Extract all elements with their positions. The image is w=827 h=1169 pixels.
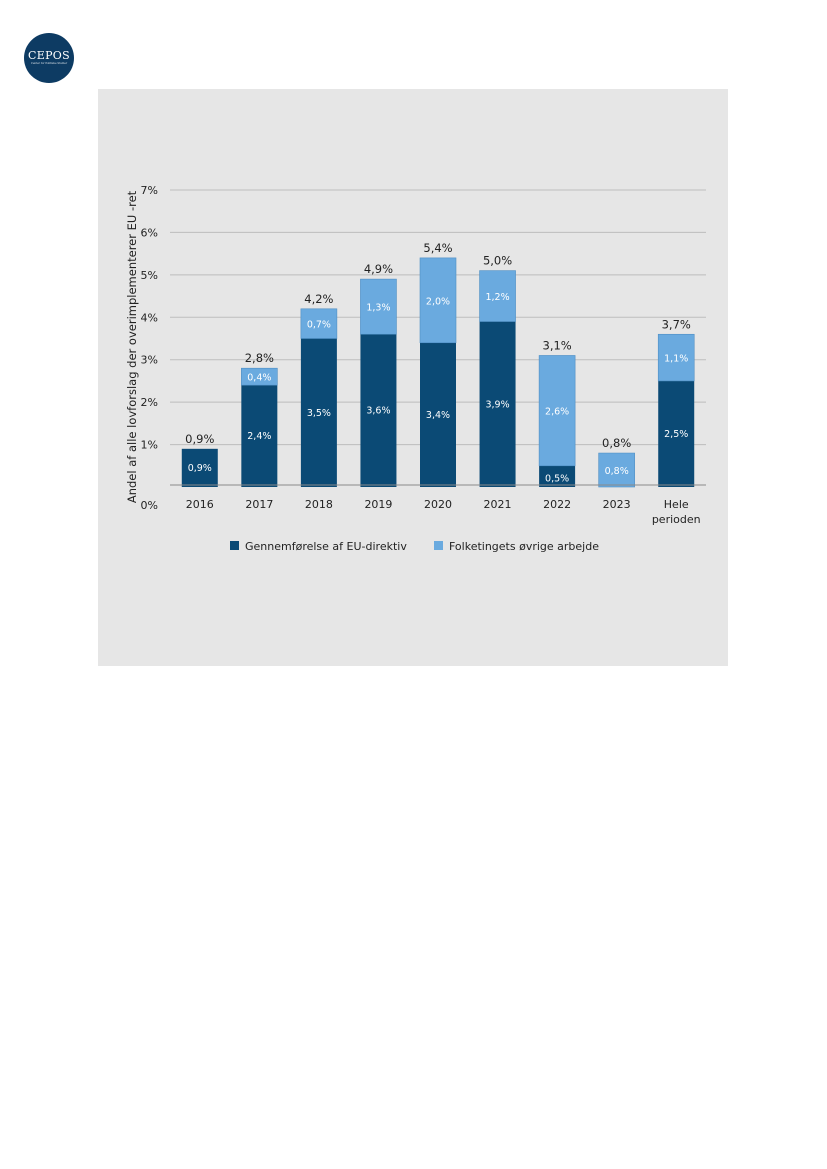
bar-segment-other-work bbox=[479, 270, 516, 322]
bar-segment-eu-directive bbox=[420, 342, 456, 487]
bar-segment-eu-directive bbox=[360, 334, 397, 487]
y-tick-label: 7% bbox=[141, 184, 158, 197]
data-label-eu-directive: 3,5% bbox=[307, 408, 331, 419]
total-label: 5,4% bbox=[423, 241, 452, 255]
data-label-other-work: 0,4% bbox=[247, 373, 271, 384]
bar-segment-eu-directive bbox=[241, 385, 278, 487]
data-label-eu-directive: 3,6% bbox=[366, 406, 390, 417]
bar-segment-eu-directive bbox=[658, 380, 695, 487]
cepos-logo: CEPOS Center for Politiske Studier bbox=[24, 33, 74, 83]
y-tick-label: 2% bbox=[141, 396, 158, 409]
legend-swatch-eu-directive bbox=[230, 541, 239, 550]
x-tick-label: Hele bbox=[664, 498, 689, 511]
y-tick-label: 5% bbox=[141, 269, 158, 282]
total-label: 0,9% bbox=[185, 432, 214, 446]
total-label: 3,7% bbox=[662, 317, 691, 331]
bar-segment-eu-directive bbox=[181, 448, 218, 487]
bar-segment-other-work bbox=[538, 355, 576, 467]
data-label-other-work: 1,2% bbox=[485, 292, 509, 303]
bar-segment-eu-directive bbox=[479, 321, 516, 487]
total-label: 5,0% bbox=[483, 254, 512, 268]
total-label: 4,9% bbox=[364, 262, 393, 276]
legend-label-eu-directive: Gennemførelse af EU-direktiv bbox=[245, 540, 407, 553]
bar-segment-other-work bbox=[300, 308, 338, 339]
x-tick-label: 2022 bbox=[543, 498, 571, 511]
bar-segment-other-work bbox=[657, 333, 695, 382]
data-label-other-work: 1,3% bbox=[366, 303, 390, 314]
bar-segment-other-work bbox=[241, 367, 278, 386]
data-label-other-work: 0,7% bbox=[307, 320, 331, 331]
legend-label-other-work: Folketingets øvrige arbejde bbox=[449, 540, 599, 553]
bar-segment-eu-directive bbox=[539, 465, 576, 487]
x-tick-label: 2016 bbox=[186, 498, 214, 511]
x-tick-label: 2019 bbox=[364, 498, 392, 511]
data-label-eu-directive: 2,5% bbox=[664, 429, 688, 440]
total-label: 0,8% bbox=[602, 436, 631, 450]
data-label-eu-directive: 0,9% bbox=[188, 463, 212, 474]
y-tick-label: 4% bbox=[141, 311, 158, 324]
data-label-other-work: 2,6% bbox=[545, 407, 569, 418]
data-label-eu-directive: 0,5% bbox=[545, 473, 569, 484]
x-tick-label: 2023 bbox=[603, 498, 631, 511]
bar-segment-eu-directive bbox=[300, 338, 337, 487]
y-axis-label: Andel af alle lovforslag der overimpleme… bbox=[125, 190, 139, 503]
y-tick-label: 3% bbox=[141, 354, 158, 367]
y-tick-label: 1% bbox=[141, 439, 158, 452]
total-label: 4,2% bbox=[304, 292, 333, 306]
x-tick-label: 2021 bbox=[484, 498, 512, 511]
legend-swatch-other-work bbox=[434, 541, 443, 550]
data-label-other-work: 1,1% bbox=[664, 354, 688, 365]
x-tick-label: perioden bbox=[652, 513, 701, 526]
stacked-bar-chart: 0% 1% 2% 3% 4% 5% 6% 7% 0,9% 0,9% 2016 2,4% 0,4% 2,8%… bbox=[125, 184, 706, 553]
data-label-other-work: 0,8% bbox=[605, 466, 629, 477]
total-label: 2,8% bbox=[245, 351, 274, 365]
logo-text: CEPOS bbox=[28, 49, 70, 63]
bar-segment-other-work bbox=[598, 452, 635, 488]
x-tick-label: 2017 bbox=[245, 498, 273, 511]
x-tick-label: 2020 bbox=[424, 498, 452, 511]
x-tick-label: 2018 bbox=[305, 498, 333, 511]
y-tick-label: 0% bbox=[141, 499, 158, 512]
bar-segment-other-work bbox=[419, 257, 457, 344]
total-label: 3,1% bbox=[543, 338, 572, 352]
y-tick-label: 6% bbox=[141, 226, 158, 239]
data-label-eu-directive: 3,9% bbox=[485, 399, 509, 410]
data-label-eu-directive: 2,4% bbox=[247, 431, 271, 442]
bar-segment-other-work bbox=[360, 278, 397, 335]
chart-panel: 0% 1% 2% 3% 4% 5% 6% 7% 0,9% 0,9% 2016 2,4% 0,4% 2,8%… bbox=[98, 89, 728, 666]
data-label-eu-directive: 3,4% bbox=[426, 410, 450, 421]
data-label-other-work: 2,0% bbox=[426, 296, 450, 307]
logo-subtext: Center for Politiske Studier bbox=[30, 62, 68, 66]
